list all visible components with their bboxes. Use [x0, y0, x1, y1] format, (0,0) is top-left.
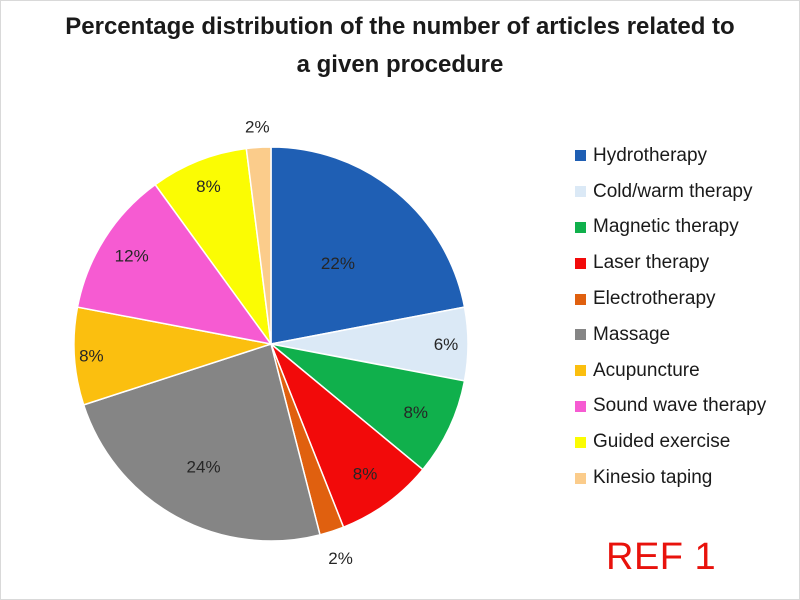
legend-item-kinesio-taping: Kinesio taping — [575, 460, 795, 496]
legend-label: Kinesio taping — [593, 467, 713, 489]
legend-label: Cold/warm therapy — [593, 180, 753, 202]
legend-label: Guided exercise — [593, 431, 731, 453]
legend-swatch — [575, 329, 586, 341]
pie-data-label-cold-warm-therapy: 6% — [434, 335, 459, 354]
legend-item-hydrotherapy: Hydrotherapy — [575, 138, 795, 174]
pie-slice-acupuncture — [73, 306, 272, 406]
legend-label: Acupuncture — [593, 359, 700, 381]
legend-swatch — [575, 257, 586, 269]
legend-swatch — [575, 150, 586, 162]
pie-data-label-sound-wave-therapy: 12% — [115, 247, 149, 266]
legend-label: Sound wave therapy — [593, 395, 767, 417]
ref-label: REF 1 — [606, 536, 717, 578]
legend-item-magnetic-therapy: Magnetic therapy — [575, 210, 795, 246]
pie-slice-guided-exercise — [154, 147, 272, 345]
pie-data-label-acupuncture: 8% — [79, 346, 104, 365]
pie-data-label-kinesio-taping: 2% — [245, 117, 270, 136]
legend-item-massage: Massage — [575, 317, 795, 353]
legend-swatch — [575, 365, 586, 377]
pie-slice-massage — [82, 343, 321, 542]
legend-swatch — [575, 400, 586, 412]
legend-label: Electrotherapy — [593, 288, 716, 310]
legend-item-acupuncture: Acupuncture — [575, 353, 795, 389]
legend-item-sound-wave-therapy: Sound wave therapy — [575, 389, 795, 425]
pie-data-label-magnetic-therapy: 8% — [403, 403, 428, 422]
legend-label: Magnetic therapy — [593, 216, 739, 238]
legend: Hydrotherapy Cold/warm therapy Magnetic th… — [575, 138, 795, 496]
pie-slice-magnetic-therapy — [270, 343, 466, 471]
legend-item-laser-therapy: Laser therapy — [575, 245, 795, 281]
pie-data-label-hydrotherapy: 22% — [321, 254, 355, 273]
pie-slice-hydrotherapy — [270, 146, 466, 345]
legend-swatch — [575, 472, 586, 484]
pie-slice-sound-wave-therapy — [76, 183, 273, 346]
pie-slice-laser-therapy — [270, 343, 424, 529]
pie-data-label-laser-therapy: 8% — [353, 464, 378, 483]
legend-swatch — [575, 436, 586, 448]
chart-title: Percentage distribution of the number of… — [0, 8, 800, 84]
chart-title-line-2: a given procedure — [296, 51, 504, 78]
legend-swatch — [575, 221, 586, 233]
legend-label: Massage — [593, 323, 671, 345]
legend-item-electrotherapy: Electrotherapy — [575, 281, 795, 317]
legend-swatch — [575, 293, 586, 305]
legend-label: Hydrotherapy — [593, 144, 708, 166]
pie-data-label-electrotherapy: 2% — [328, 549, 353, 568]
legend-item-guided-exercise: Guided exercise — [575, 424, 795, 460]
pie-data-label-massage: 24% — [187, 458, 221, 477]
chart-title-line-1: Percentage distribution of the number of… — [65, 13, 735, 40]
pie-slice-kinesio-taping — [245, 146, 272, 345]
pie-data-label-guided-exercise: 8% — [196, 177, 221, 196]
legend-swatch — [575, 186, 586, 198]
legend-item-cold-warm-therapy: Cold/warm therapy — [575, 174, 795, 210]
legend-label: Laser therapy — [593, 252, 710, 274]
